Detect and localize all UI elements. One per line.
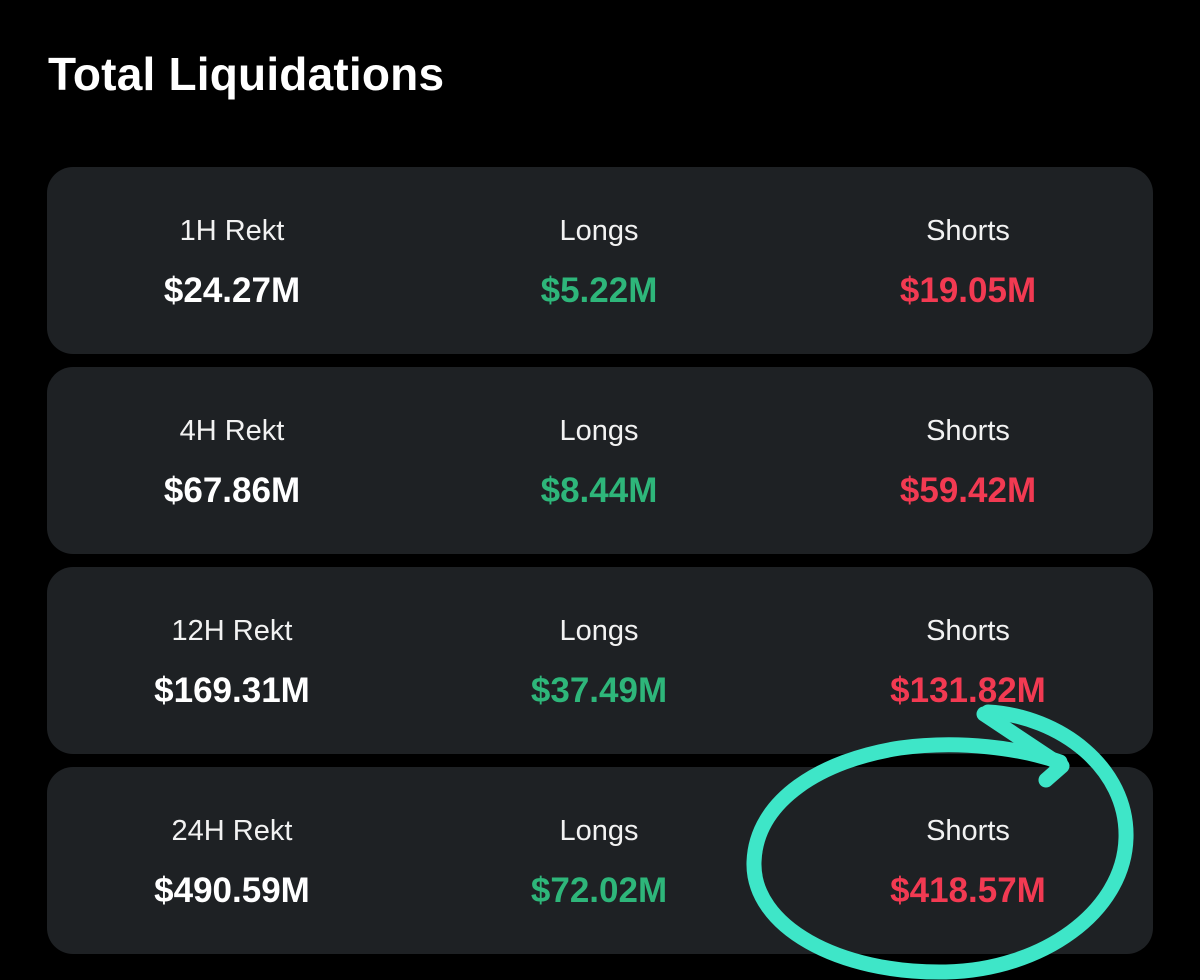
total-cell: 24H Rekt $490.59M — [47, 767, 417, 954]
shorts-value: $59.42M — [899, 471, 1037, 510]
shorts-cell: Shorts $131.82M — [783, 567, 1153, 754]
longs-cell: Longs $5.22M — [414, 167, 784, 354]
total-value: $67.86M — [163, 471, 301, 510]
longs-value: $37.49M — [530, 671, 668, 710]
shorts-cell: Shorts $59.42M — [783, 367, 1153, 554]
longs-value: $8.44M — [540, 471, 658, 510]
shorts-label: Shorts — [926, 415, 1010, 447]
liquidation-rows: 1H Rekt $24.27M Longs $5.22M Shorts $19.… — [47, 167, 1153, 967]
longs-label: Longs — [559, 615, 639, 647]
period-label: 4H Rekt — [179, 415, 285, 447]
period-label: 1H Rekt — [179, 215, 285, 247]
liquidation-row-4h: 4H Rekt $67.86M Longs $8.44M Shorts $59.… — [47, 367, 1153, 554]
shorts-value: $19.05M — [899, 271, 1037, 310]
longs-cell: Longs $72.02M — [414, 767, 784, 954]
liquidation-row-12h: 12H Rekt $169.31M Longs $37.49M Shorts $… — [47, 567, 1153, 754]
shorts-value: $418.57M — [890, 871, 1046, 910]
longs-label: Longs — [559, 415, 639, 447]
period-label: 24H Rekt — [171, 815, 293, 847]
shorts-cell: Shorts $418.57M — [783, 767, 1153, 954]
liquidation-row-1h: 1H Rekt $24.27M Longs $5.22M Shorts $19.… — [47, 167, 1153, 354]
total-value: $169.31M — [154, 671, 310, 710]
shorts-value: $131.82M — [890, 671, 1046, 710]
longs-value: $72.02M — [530, 871, 668, 910]
shorts-label: Shorts — [926, 815, 1010, 847]
total-cell: 4H Rekt $67.86M — [47, 367, 417, 554]
longs-cell: Longs $37.49M — [414, 567, 784, 754]
longs-label: Longs — [559, 815, 639, 847]
total-value: $490.59M — [154, 871, 310, 910]
shorts-cell: Shorts $19.05M — [783, 167, 1153, 354]
longs-value: $5.22M — [540, 271, 658, 310]
longs-cell: Longs $8.44M — [414, 367, 784, 554]
period-label: 12H Rekt — [171, 615, 293, 647]
shorts-label: Shorts — [926, 215, 1010, 247]
page-title: Total Liquidations — [48, 48, 445, 100]
longs-label: Longs — [559, 215, 639, 247]
shorts-label: Shorts — [926, 615, 1010, 647]
total-value: $24.27M — [163, 271, 301, 310]
total-cell: 1H Rekt $24.27M — [47, 167, 417, 354]
liquidation-row-24h: 24H Rekt $490.59M Longs $72.02M Shorts $… — [47, 767, 1153, 954]
total-cell: 12H Rekt $169.31M — [47, 567, 417, 754]
